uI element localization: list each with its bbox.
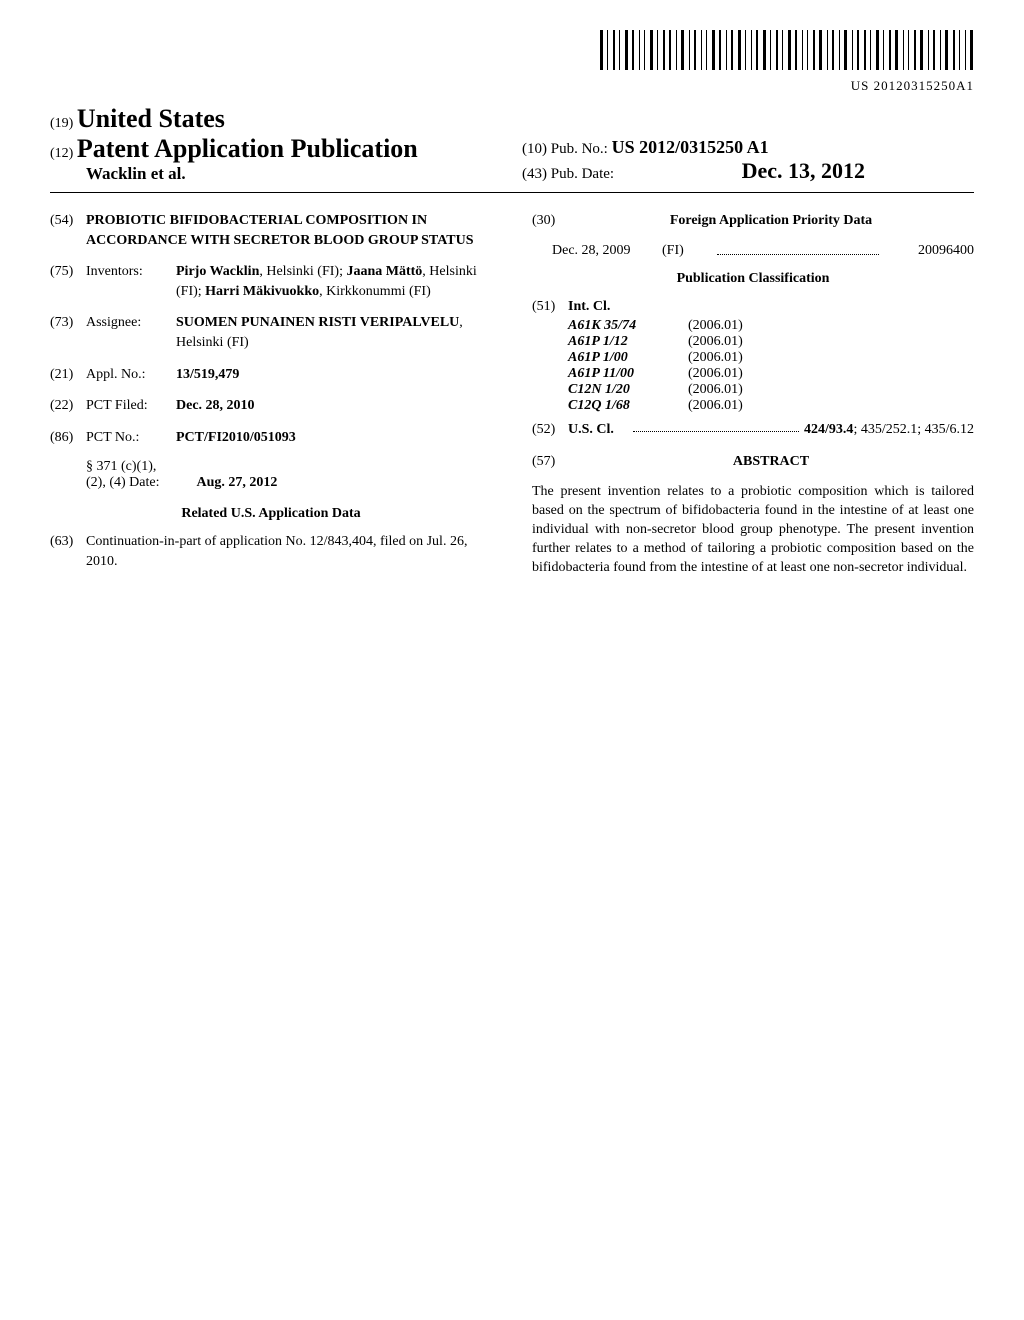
section-371-line2: (2), (4) Date: Aug. 27, 2012 [86,475,492,491]
inventors-label: Inventors: [86,262,176,301]
pub-date-value: Dec. 13, 2012 [742,158,865,183]
int-cl-item: A61P 1/12(2006.01) [568,334,974,350]
pub-date-label: Pub. Date: [551,166,614,182]
main-columns: (54) PROBIOTIC BIFIDOBACTERIAL COMPOSITI… [50,211,974,584]
us-cl-bold: 424/93.4 [804,422,853,437]
pct-filed-value: Dec. 28, 2010 [176,396,492,416]
barcode-text: US 20120315250A1 [50,78,974,94]
continuation-row: (63) Continuation-in-part of application… [50,532,492,571]
int-cl-year: (2006.01) [688,398,974,414]
foreign-priority-row: (30) Foreign Application Priority Data [532,211,974,231]
int-cl-year: (2006.01) [688,334,974,350]
pub-type-line: (12) Patent Application Publication [50,134,502,164]
appl-no-row: (21) Appl. No.: 13/519,479 [50,365,492,385]
barcode-graphic [600,30,975,75]
code-10: (10) [522,141,547,157]
left-column: (54) PROBIOTIC BIFIDOBACTERIAL COMPOSITI… [50,211,492,584]
code-12: (12) [50,146,73,161]
code-63: (63) [50,532,86,571]
priority-date: Dec. 28, 2009 [552,243,662,259]
title-row: (54) PROBIOTIC BIFIDOBACTERIAL COMPOSITI… [50,211,492,250]
continuation-text: Continuation-in-part of application No. … [86,532,492,571]
barcode-section: US 20120315250A1 [50,30,974,94]
code-21: (21) [50,365,86,385]
int-cl-item: A61P 11/00(2006.01) [568,366,974,382]
int-cl-item: C12N 1/20(2006.01) [568,382,974,398]
assignee-value: SUOMEN PUNAINEN RISTI VERIPALVELU, Helsi… [176,313,492,352]
code-30: (30) [532,211,568,231]
section-371: § 371 (c)(1), (2), (4) Date: Aug. 27, 20… [86,459,492,491]
abstract-header: (57) ABSTRACT [532,452,974,472]
int-cl-code: A61K 35/74 [568,318,688,334]
pub-date-line: (43) Pub. Date: Dec. 13, 2012 [522,158,974,184]
code-86: (86) [50,428,86,448]
priority-dots [717,243,879,255]
assignee-label: Assignee: [86,313,176,352]
int-cl-header: (51) Int. Cl. [532,297,974,317]
right-column: (30) Foreign Application Priority Data D… [532,211,974,584]
section-371-label: (2), (4) Date: [86,475,159,490]
inventors-value: Pirjo Wacklin, Helsinki (FI); Jaana Mätt… [176,262,492,301]
appl-no-value: 13/519,479 [176,365,492,385]
abstract-text: The present invention relates to a probi… [532,483,974,577]
divider [50,192,974,193]
priority-number: 20096400 [884,243,974,259]
abstract-heading: ABSTRACT [733,454,809,469]
code-73: (73) [50,313,86,352]
int-cl-list: A61K 35/74(2006.01)A61P 1/12(2006.01)A61… [532,318,974,414]
code-51: (51) [532,297,568,317]
foreign-priority-heading: Foreign Application Priority Data [670,213,872,228]
int-cl-item: A61K 35/74(2006.01) [568,318,974,334]
pct-no-row: (86) PCT No.: PCT/FI2010/051093 [50,428,492,448]
us-cl-label: U.S. Cl. [568,422,614,437]
int-cl-code: A61P 1/00 [568,350,688,366]
int-cl-code: A61P 1/12 [568,334,688,350]
pub-no-value: US 2012/0315250 A1 [612,137,769,157]
authors-line: Wacklin et al. [86,164,502,184]
country-name: United States [77,104,225,133]
assignee-row: (73) Assignee: SUOMEN PUNAINEN RISTI VER… [50,313,492,352]
int-cl-code: A61P 11/00 [568,366,688,382]
related-heading: Related U.S. Application Data [50,506,492,522]
int-cl-code: C12N 1/20 [568,382,688,398]
code-57: (57) [532,452,568,472]
code-75: (75) [50,262,86,301]
pub-type: Patent Application Publication [77,134,418,163]
appl-no-label: Appl. No.: [86,365,176,385]
pct-no-value: PCT/FI2010/051093 [176,428,492,448]
header: (19) United States (12) Patent Applicati… [50,104,974,184]
code-19: (19) [50,116,73,131]
priority-country: (FI) [662,243,712,259]
title-text: PROBIOTIC BIFIDOBACTERIAL COMPOSITION IN… [86,211,492,250]
country-line: (19) United States [50,104,502,134]
pub-classification-heading: Publication Classification [532,271,974,287]
int-cl-year: (2006.01) [688,350,974,366]
int-cl-year: (2006.01) [688,382,974,398]
code-54: (54) [50,211,86,250]
pct-filed-label: PCT Filed: [86,396,176,416]
section-371-line1: § 371 (c)(1), [86,459,492,475]
pct-filed-row: (22) PCT Filed: Dec. 28, 2010 [50,396,492,416]
int-cl-item: C12Q 1/68(2006.01) [568,398,974,414]
code-22: (22) [50,396,86,416]
int-cl-label: Int. Cl. [568,299,610,314]
int-cl-year: (2006.01) [688,366,974,382]
us-cl-dots [633,420,799,432]
int-cl-year: (2006.01) [688,318,974,334]
int-cl-item: A61P 1/00(2006.01) [568,350,974,366]
pub-no-line: (10) Pub. No.: US 2012/0315250 A1 [522,137,974,158]
code-52: (52) [532,420,568,440]
priority-data-row: Dec. 28, 2009 (FI) 20096400 [552,243,974,259]
us-cl-value: 424/93.4; 435/252.1; 435/6.12 [804,420,974,440]
pct-no-label: PCT No.: [86,428,176,448]
us-cl-row: (52) U.S. Cl. 424/93.4; 435/252.1; 435/6… [532,420,974,440]
us-cl-rest: ; 435/252.1; 435/6.12 [853,422,974,437]
code-43: (43) [522,166,547,182]
inventors-row: (75) Inventors: Pirjo Wacklin, Helsinki … [50,262,492,301]
int-cl-code: C12Q 1/68 [568,398,688,414]
section-371-value: Aug. 27, 2012 [196,475,277,490]
pub-no-label: Pub. No.: [551,141,608,157]
